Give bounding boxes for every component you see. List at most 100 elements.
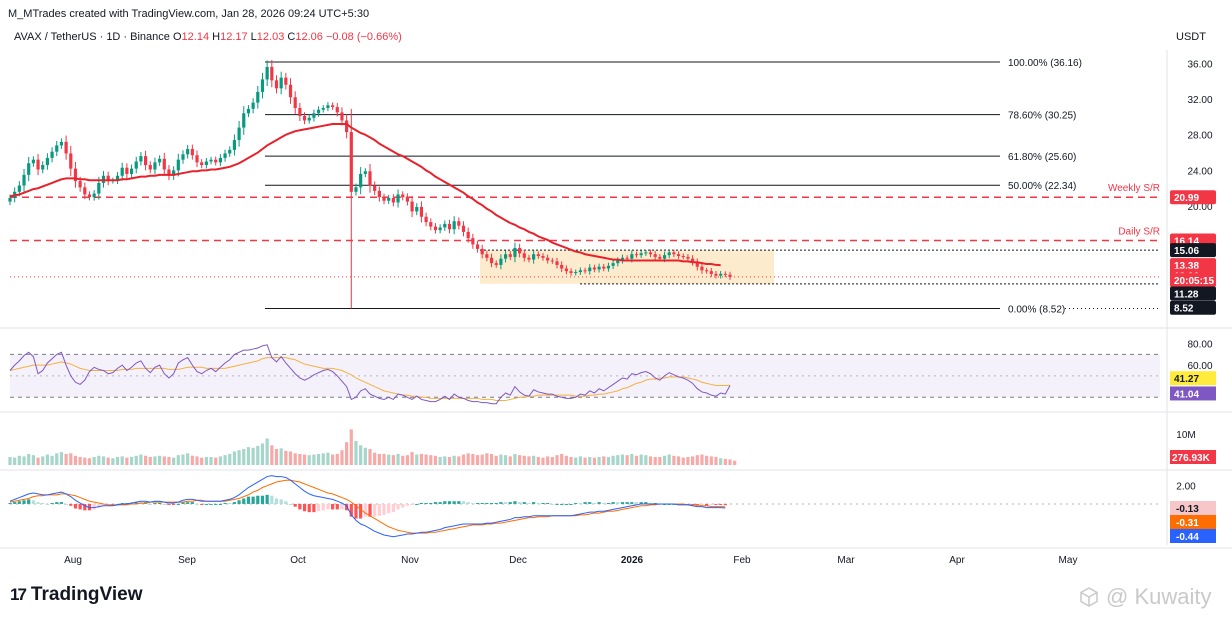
macd-hist-86: [410, 503, 414, 505]
close-value: 12.06: [295, 31, 323, 43]
candle-body-90: [429, 222, 433, 227]
volume-bar-16: [83, 457, 87, 465]
sr-label-6: Daily S/R: [1118, 226, 1160, 237]
candle-body-49: [237, 127, 241, 141]
candle-body-54: [260, 79, 265, 92]
candle-body-43: [209, 159, 213, 162]
volume-bar-129: [611, 455, 615, 465]
volume-bar-95: [452, 455, 456, 465]
candle-body-6: [36, 159, 40, 170]
symbol-name[interactable]: AVAX / TetherUS · 1D · Binance: [14, 31, 170, 43]
volume-bar-9: [50, 455, 54, 465]
candle-body-153: [723, 273, 727, 275]
macd-hist-103: [489, 503, 494, 505]
volume-bar-112: [532, 455, 536, 465]
candle-body-128: [606, 265, 611, 269]
macd-tag-2: -0.44: [1176, 532, 1199, 543]
candle-body-135: [639, 253, 643, 256]
candle-body-48: [232, 140, 237, 150]
price-tick-2: 28.00: [1187, 131, 1212, 142]
macd-hist-53: [256, 495, 260, 504]
macd-hist-110: [522, 502, 526, 504]
time-tick-7: Mar: [837, 555, 855, 566]
volume-bar-14: [73, 455, 78, 465]
volume-bar-119: [564, 455, 568, 465]
candle-body-87: [415, 206, 419, 212]
currency-label[interactable]: USDT: [1176, 31, 1206, 43]
candle-body-140: [662, 255, 667, 259]
volume-bar-72: [345, 442, 349, 465]
volume-bar-0: [8, 457, 12, 465]
volume-bar-137: [648, 456, 653, 465]
candle-body-105: [499, 258, 503, 265]
volume-bar-71: [340, 450, 344, 465]
candle-body-8: [45, 157, 50, 166]
macd-hist-121: [574, 503, 578, 505]
candle-body-96: [457, 221, 461, 226]
candle-body-127: [602, 266, 606, 269]
volume-bar-133: [630, 453, 634, 465]
macd-hist-114: [541, 503, 545, 505]
volume-bar-21: [106, 457, 110, 465]
volume-bar-41: [200, 457, 204, 465]
macd-hist-1: [13, 502, 17, 504]
rsi-tick-1: 60.00: [1187, 361, 1212, 372]
candle-body-129: [611, 263, 615, 266]
macd-hist-81: [387, 503, 391, 514]
macd-tag-bg-1: [1170, 515, 1216, 529]
volume-bar-80: [382, 453, 386, 465]
candle-body-109: [518, 247, 522, 254]
volume-bar-109: [518, 455, 522, 465]
macd-hist-127: [602, 503, 606, 505]
macd-hist-83: [396, 503, 400, 510]
candle-body-106: [503, 254, 508, 259]
volume-bar-88: [419, 453, 424, 465]
volume-bar-100: [475, 455, 480, 465]
candle-body-67: [321, 107, 325, 110]
macd-hist-130: [616, 502, 620, 504]
macd-hist-126: [597, 502, 601, 504]
macd-hist-58: [279, 499, 283, 504]
volume-bar-69: [330, 454, 335, 465]
volume-bar-114: [541, 457, 545, 465]
macd-hist-106: [503, 502, 508, 504]
price-tag-bg-5: [1170, 273, 1216, 288]
candle-body-120: [569, 271, 573, 273]
macd-hist-8: [45, 503, 50, 505]
volume-bar-145: [686, 457, 690, 465]
volume-bar-27: [134, 455, 138, 465]
macd-hist-128: [606, 503, 611, 505]
macd-hist-6: [36, 502, 40, 504]
volume-bar-154: [728, 459, 732, 465]
candle-body-144: [681, 256, 685, 258]
candle-body-24: [120, 167, 124, 176]
candle-body-142: [672, 252, 676, 255]
macd-hist-69: [330, 503, 335, 510]
volume-bar-89: [424, 454, 428, 465]
volume-bar-101: [480, 454, 484, 465]
candle-body-9: [50, 151, 54, 158]
volume-bar-144: [681, 457, 685, 465]
candle-body-50: [242, 113, 246, 128]
volume-bar-39: [190, 455, 194, 465]
macd-hist-64: [307, 503, 311, 513]
volume-bar-68: [326, 452, 330, 465]
candle-body-111: [527, 257, 531, 260]
candle-body-61: [293, 97, 297, 108]
candle-body-69: [330, 105, 335, 108]
candle-body-37: [181, 154, 185, 160]
time-tick-3: Nov: [401, 555, 419, 566]
volume-bar-155: [733, 460, 737, 465]
macd-hist-27: [134, 502, 138, 504]
volume-bar-126: [597, 457, 601, 465]
volume-bar-18: [92, 457, 96, 465]
volume-bar-36: [176, 455, 180, 465]
macd-hist-34: [167, 503, 171, 505]
candle-body-0: [8, 198, 12, 202]
candle-body-123: [583, 270, 587, 272]
candle-body-57: [274, 80, 279, 89]
macd-hist-10: [55, 502, 59, 504]
candle-body-16: [83, 187, 87, 195]
macd-hist-35: [172, 503, 176, 505]
